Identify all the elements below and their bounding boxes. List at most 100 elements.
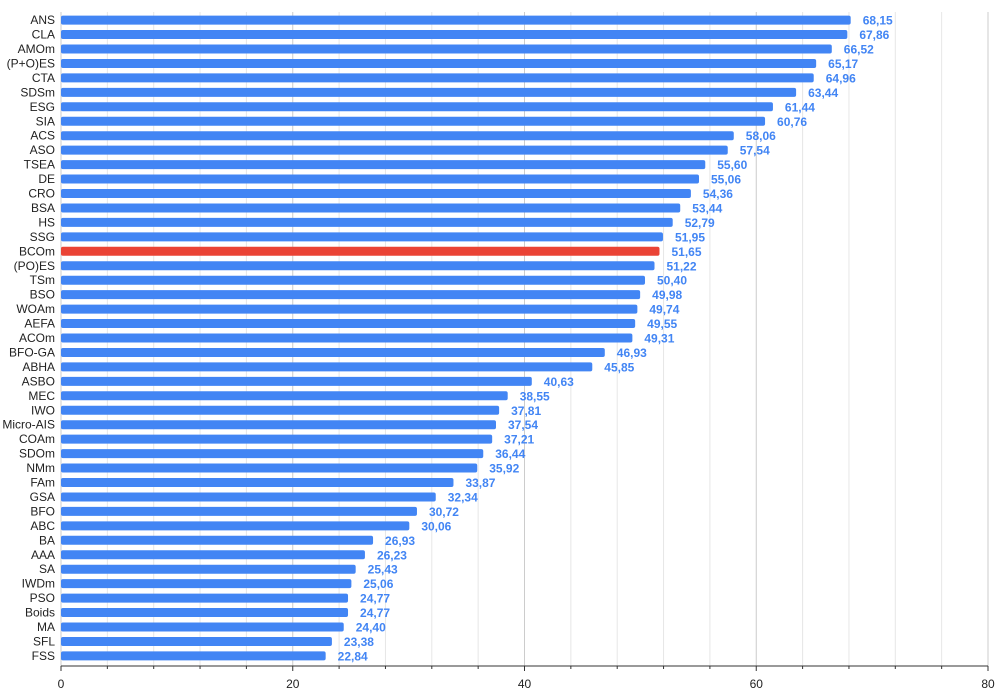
category-label-ASBO: ASBO (22, 374, 55, 388)
value-label-ACOm: 49,31 (644, 332, 674, 346)
value-label-Boids: 24,77 (360, 606, 390, 620)
bar-FAm (61, 478, 454, 487)
category-label-CTA: CTA (32, 71, 55, 85)
category-label-IWO: IWO (31, 403, 55, 417)
bar-ASO (61, 145, 728, 155)
bar-COAm (61, 434, 493, 444)
bar-BFO (61, 506, 417, 516)
bar-BA (61, 535, 374, 545)
category-label-HS: HS (38, 215, 55, 229)
bar-CRO (61, 189, 691, 198)
value-label-WOAm: 49,74 (649, 303, 679, 317)
value-label-DE: 55,06 (711, 173, 741, 187)
bar-ASBO (61, 376, 532, 386)
value-label-BFO: 30,72 (429, 505, 459, 519)
value-label-Micro-AIS: 37,54 (508, 418, 538, 432)
category-label-ASO: ASO (30, 143, 55, 157)
value-label-SSG: 51,95 (675, 230, 705, 244)
category-label-GSA: GSA (30, 490, 55, 504)
category-label-ACS: ACS (30, 129, 55, 143)
category-label-ACOm: ACOm (19, 331, 55, 345)
bar-SDSm (61, 87, 797, 97)
bar-PSO (61, 593, 349, 603)
bar-BFO-GA (61, 347, 605, 357)
bar-SFL (61, 636, 332, 646)
value-label-ANS: 68,15 (863, 14, 893, 28)
bar-ABC (61, 521, 410, 531)
category-label-IWDm: IWDm (22, 577, 55, 591)
bar-Micro-AIS (61, 420, 496, 430)
value-label-TSm: 50,40 (657, 274, 687, 288)
bar-BSA (61, 203, 681, 213)
bar-HS (61, 217, 673, 227)
category-label-BSA: BSA (31, 201, 55, 215)
bar-ESG (61, 102, 773, 112)
category-label-(P+O)ES: (P+O)ES (7, 56, 55, 70)
bar-DE (61, 174, 700, 184)
value-label-CLA: 67,86 (859, 28, 889, 42)
value-label-AMOm: 66,52 (844, 43, 874, 57)
value-label-TSEA: 55,60 (717, 158, 747, 172)
category-label-ANS: ANS (30, 13, 55, 27)
category-label-AAA: AAA (31, 548, 55, 562)
bar-GSA (61, 492, 436, 502)
bar-FSS (61, 651, 326, 661)
value-label-NMm: 35,92 (489, 462, 519, 476)
bar-SDOm (61, 449, 484, 459)
bar-AAA (61, 550, 365, 560)
value-label-COAm: 37,21 (504, 433, 534, 447)
category-label-BSO: BSO (30, 288, 55, 302)
category-label-BFO-GA: BFO-GA (9, 345, 55, 359)
category-label-SFL: SFL (33, 634, 55, 648)
bar-Boids (61, 608, 349, 618)
bar-(PO)ES (61, 261, 655, 271)
value-label-CRO: 54,36 (703, 187, 733, 201)
bar-BSO (61, 290, 641, 300)
value-label-PSO: 24,77 (360, 592, 390, 606)
category-label-TSm: TSm (30, 273, 55, 287)
value-label-(P+O)ES: 65,17 (828, 57, 858, 71)
value-label-MA: 24,40 (356, 621, 386, 635)
category-labels: ANSCLAAMOm(P+O)ESCTASDSmESGSIAACSASOTSEA… (2, 13, 55, 663)
value-labels: 68,1567,8666,5265,1764,9663,4461,4460,76… (338, 14, 893, 664)
category-label-ABC: ABC (30, 519, 55, 533)
bar-CLA (61, 30, 848, 40)
category-label-FSS: FSS (32, 649, 55, 663)
category-label-Micro-AIS: Micro-AIS (2, 418, 55, 432)
value-label-SFL: 23,38 (344, 635, 374, 649)
category-label-PSO: PSO (30, 591, 55, 605)
value-label-ACS: 58,06 (746, 129, 776, 143)
category-label-MEC: MEC (28, 389, 55, 403)
value-label-MEC: 38,55 (520, 389, 550, 403)
bar-ABHA (61, 362, 593, 372)
x-tick-label-80: 80 (981, 677, 995, 691)
category-label-AEFA: AEFA (24, 317, 55, 331)
value-label-ABHA: 45,85 (604, 360, 634, 374)
category-label-BCOm: BCOm (19, 244, 55, 258)
category-label-BFO: BFO (30, 504, 55, 518)
bar-ACOm (61, 333, 633, 343)
bar-SSG (61, 232, 663, 242)
bar-SIA (61, 116, 766, 126)
value-label-ASO: 57,54 (740, 144, 770, 158)
value-label-(PO)ES: 51,22 (667, 259, 697, 273)
value-label-BSO: 49,98 (652, 288, 682, 302)
category-label-SDOm: SDOm (19, 447, 55, 461)
value-label-SDSm: 63,44 (808, 86, 838, 100)
value-label-AEFA: 49,55 (647, 317, 677, 331)
value-label-CTA: 64,96 (826, 71, 856, 85)
bar-IWDm (61, 579, 352, 589)
value-label-BFO-GA: 46,93 (617, 346, 647, 360)
value-label-ASBO: 40,63 (544, 375, 574, 389)
bar-SA (61, 564, 356, 574)
category-label-SDSm: SDSm (20, 85, 55, 99)
category-label-MA: MA (37, 620, 55, 634)
bar-AMOm (61, 44, 832, 54)
category-label-CRO: CRO (28, 187, 55, 201)
value-label-SIA: 60,76 (777, 115, 807, 129)
bar-MA (61, 622, 344, 632)
bar-IWO (61, 405, 500, 415)
bar-TSEA (61, 160, 706, 170)
value-label-BCOm: 51,65 (671, 245, 701, 259)
